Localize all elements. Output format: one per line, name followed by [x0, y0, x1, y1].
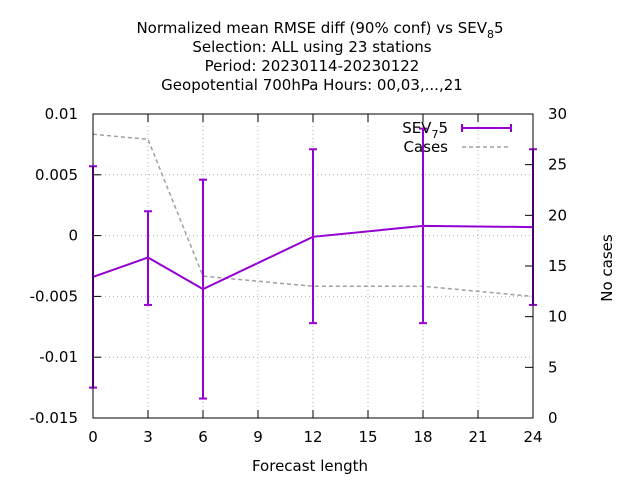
x-tick-label: 24 [523, 428, 542, 446]
legend-sample-sev75 [461, 124, 512, 132]
y-tick-label: -0.01 [39, 348, 78, 366]
x-tick-label: 6 [198, 428, 208, 446]
y2-axis-label: No cases [598, 234, 616, 302]
x-tick-label: 9 [253, 428, 263, 446]
x-tick-label: 0 [88, 428, 98, 446]
x-tick-label: 12 [303, 428, 322, 446]
x-tick-label: 21 [468, 428, 487, 446]
y2-tick-label: 10 [548, 308, 567, 326]
x-tick-label: 15 [358, 428, 377, 446]
y-tick-label: 0.005 [35, 166, 78, 184]
legend-label-cases: Cases [403, 138, 448, 156]
chart-title: Normalized mean RMSE diff (90% conf) vs … [136, 19, 503, 94]
y-tick-label: 0 [68, 227, 78, 245]
series-cases [92, 133, 534, 298]
y-tick-label: 0.01 [45, 105, 78, 123]
y2-tick-label: 20 [548, 206, 567, 224]
cases-line [92, 133, 534, 298]
y2-tick-label: 15 [548, 257, 567, 275]
y2-tick-label: 25 [548, 156, 567, 174]
title-line-3: Period: 20230114-20230122 [205, 57, 420, 75]
y2-tick-labels: 30 25 20 15 10 5 0 [548, 105, 567, 427]
y-tick-label: -0.005 [30, 287, 78, 305]
ticks [92, 113, 534, 419]
x-tick-labels: 0 3 6 9 12 15 18 21 24 [88, 428, 542, 446]
x-tick-label: 18 [413, 428, 432, 446]
title-line-4: Geopotential 700hPa Hours: 00,03,...,21 [161, 76, 463, 94]
legend: SEV75 Cases [402, 119, 512, 156]
y2-tick-label: 5 [548, 358, 558, 376]
y2-tick-label: 0 [548, 409, 558, 427]
x-axis-label: Forecast length [252, 457, 368, 475]
x-tick-label: 3 [143, 428, 153, 446]
legend-label-sev75: SEV75 [402, 119, 448, 141]
title-line-2: Selection: ALL using 23 stations [192, 38, 431, 56]
y-tick-labels: 0.01 0.005 0 -0.005 -0.01 -0.015 [30, 105, 78, 427]
title-line-1: Normalized mean RMSE diff (90% conf) vs … [136, 19, 503, 41]
sev75-line [92, 224, 534, 291]
y2-tick-label: 30 [548, 105, 567, 123]
y-tick-label: -0.015 [30, 409, 78, 427]
